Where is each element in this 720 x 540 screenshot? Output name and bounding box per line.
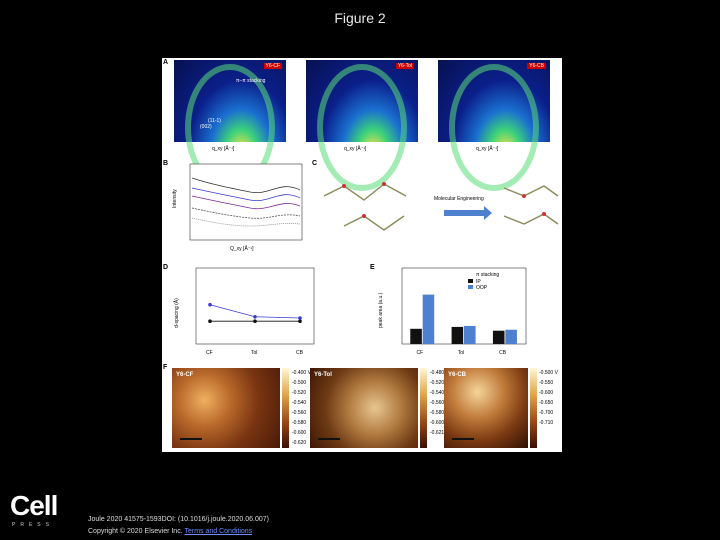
x-tick-label: CF [206,350,213,356]
giwaxs-tag-3: Y6-CB [527,63,546,69]
bar [410,328,422,344]
colorbar-tick-label: -0.480 V [430,370,449,376]
scale-bar [180,438,202,440]
diffraction-ring [449,64,539,192]
colorbar-tick-label: -0.621 [430,430,445,436]
d-spacing-chart: d-spacing (Å) CF Tol CB [173,267,315,356]
colorbar-tick-label: -0.600 [539,390,554,396]
cell-logo: Cell [10,490,58,521]
arrow-icon [444,206,492,220]
figure-panel: A Y6-CF π–π stacking (11-1) (002) Y6-Tol… [162,58,562,452]
e-ylabel: peak area (a.u.) [378,292,384,328]
colorbar-tick-label: -0.550 [539,380,554,386]
line-profiles-chart: Q_xy [Å⁻¹] Intensity [172,163,303,252]
pi-stacking-label: π–π stacking [236,78,266,84]
colorbar-tick-label: -0.520 [430,380,445,386]
panel-c-label: C [312,160,318,167]
copyright-text: Copyright © 2020 Elsevier Inc. [88,528,183,535]
x-tick-label: CF [416,350,423,356]
data-point [298,319,302,323]
molecular-diagram: Molecular Engineering [323,182,559,231]
colorbar-tick-label: -0.600 [430,420,445,426]
copyright-line: Copyright © 2020 Elsevier Inc. Terms and… [88,528,252,535]
colorbar-tick-label: -0.600 [292,430,307,436]
panel-d-label: D [163,264,169,271]
colorbar-values-2: -0.480 V -0.520 -0.540 -0.560 -0.580 -0.600 -0… [430,368,449,438]
data-point [208,302,212,307]
colorbar-tick-label: -0.560 [430,400,445,406]
x-tick-label: Tol [251,350,257,356]
panel-b-label: B [163,160,169,167]
colorbar-2 [420,368,427,448]
scale-bar [318,438,340,440]
d-ylabel: d-spacing (Å) [173,298,180,328]
page-title: Figure 2 [334,10,386,26]
diffraction-ring [317,64,407,192]
cell-press-text: PRESS [12,522,54,528]
data-point [208,319,212,323]
peak-area-chart: peak area (a.u.) π stacking IP OOP CF Tol… [378,267,527,356]
giwaxs-tag-1: Y6-CF [263,63,282,69]
x-tick-label: CB [296,350,304,356]
scale-bar [452,438,474,440]
peak-label-2: (002) [200,124,212,130]
bar [422,294,435,344]
colorbar-tick-label: -0.500 V [539,370,558,376]
colorbar-tick-label: -0.520 [292,390,307,396]
peak-label-1: (11-1) [208,118,221,124]
giwaxs-xaxis: q_xy [Å⁻¹] [476,146,499,152]
panel-a-label: A [163,59,169,66]
bar [505,329,517,344]
colorbar-values-3: -0.500 V -0.550 -0.600 -0.650 -0.700 -0.710 [539,368,558,428]
colorbar-1 [282,368,289,448]
data-point [298,316,302,320]
colorbar-tick-label: -0.580 [430,410,445,416]
colorbar-tick-label: -0.710 [539,420,554,426]
e-legend-1: π stacking [476,272,499,278]
citation-text: Joule 2020 41575-1593DOI: (10.1016/j.jou… [88,516,269,523]
afm-tag-3: Y6-CB [448,372,467,378]
colorbar-tick-label: -0.620 [292,440,307,446]
afm-tag-1: Y6-CF [176,372,194,378]
afm-image-1: Y6-CF [172,368,280,448]
giwaxs-map-2: Y6-Tol [306,60,418,192]
arrow-label: Molecular Engineering [434,196,484,202]
data-point [253,319,257,323]
x-tick-label: Tol [458,350,464,356]
bar [464,325,476,344]
panel-f-label: F [163,364,168,371]
afm-image-2: Y6-Tol [310,368,418,448]
colorbar-values-1: -0.400 V -0.500 -0.520 -0.540 -0.560 -0.580 -0… [292,368,311,448]
data-point [253,314,257,319]
bar [451,326,464,344]
colorbar-3 [530,368,537,448]
colorbar-tick-label: -0.700 [539,410,554,416]
giwaxs-tag-2: Y6-Tol [395,63,414,69]
terms-link[interactable]: Terms and Conditions [184,528,253,535]
afm-image-3: Y6-CB [444,368,528,448]
colorbar-tick-label: -0.400 V [292,370,311,376]
colorbar-tick-label: -0.650 [539,400,554,406]
bar [492,330,505,344]
panel-e-label: E [370,264,375,271]
giwaxs-map-3: Y6-CB [438,60,550,192]
colorbar-tick-label: -0.580 [292,420,307,426]
afm-tag-2: Y6-Tol [314,372,332,378]
colorbar-tick-label: -0.500 [292,380,307,386]
giwaxs-xaxis: q_xy [Å⁻¹] [212,146,235,152]
e-legend-2: IP [476,279,481,285]
e-legend-3: OOP [476,285,488,291]
colorbar-tick-label: -0.540 [292,400,307,406]
profile-xaxis: Q_xy [Å⁻¹] [230,245,254,252]
colorbar-tick-label: -0.540 [430,390,445,396]
profile-yaxis: Intensity [172,189,178,208]
colorbar-tick-label: -0.560 [292,410,307,416]
giwaxs-xaxis: q_xy [Å⁻¹] [344,146,367,152]
giwaxs-map-1: Y6-CF π–π stacking (11-1) (002) [174,60,286,192]
x-tick-label: CB [499,350,507,356]
